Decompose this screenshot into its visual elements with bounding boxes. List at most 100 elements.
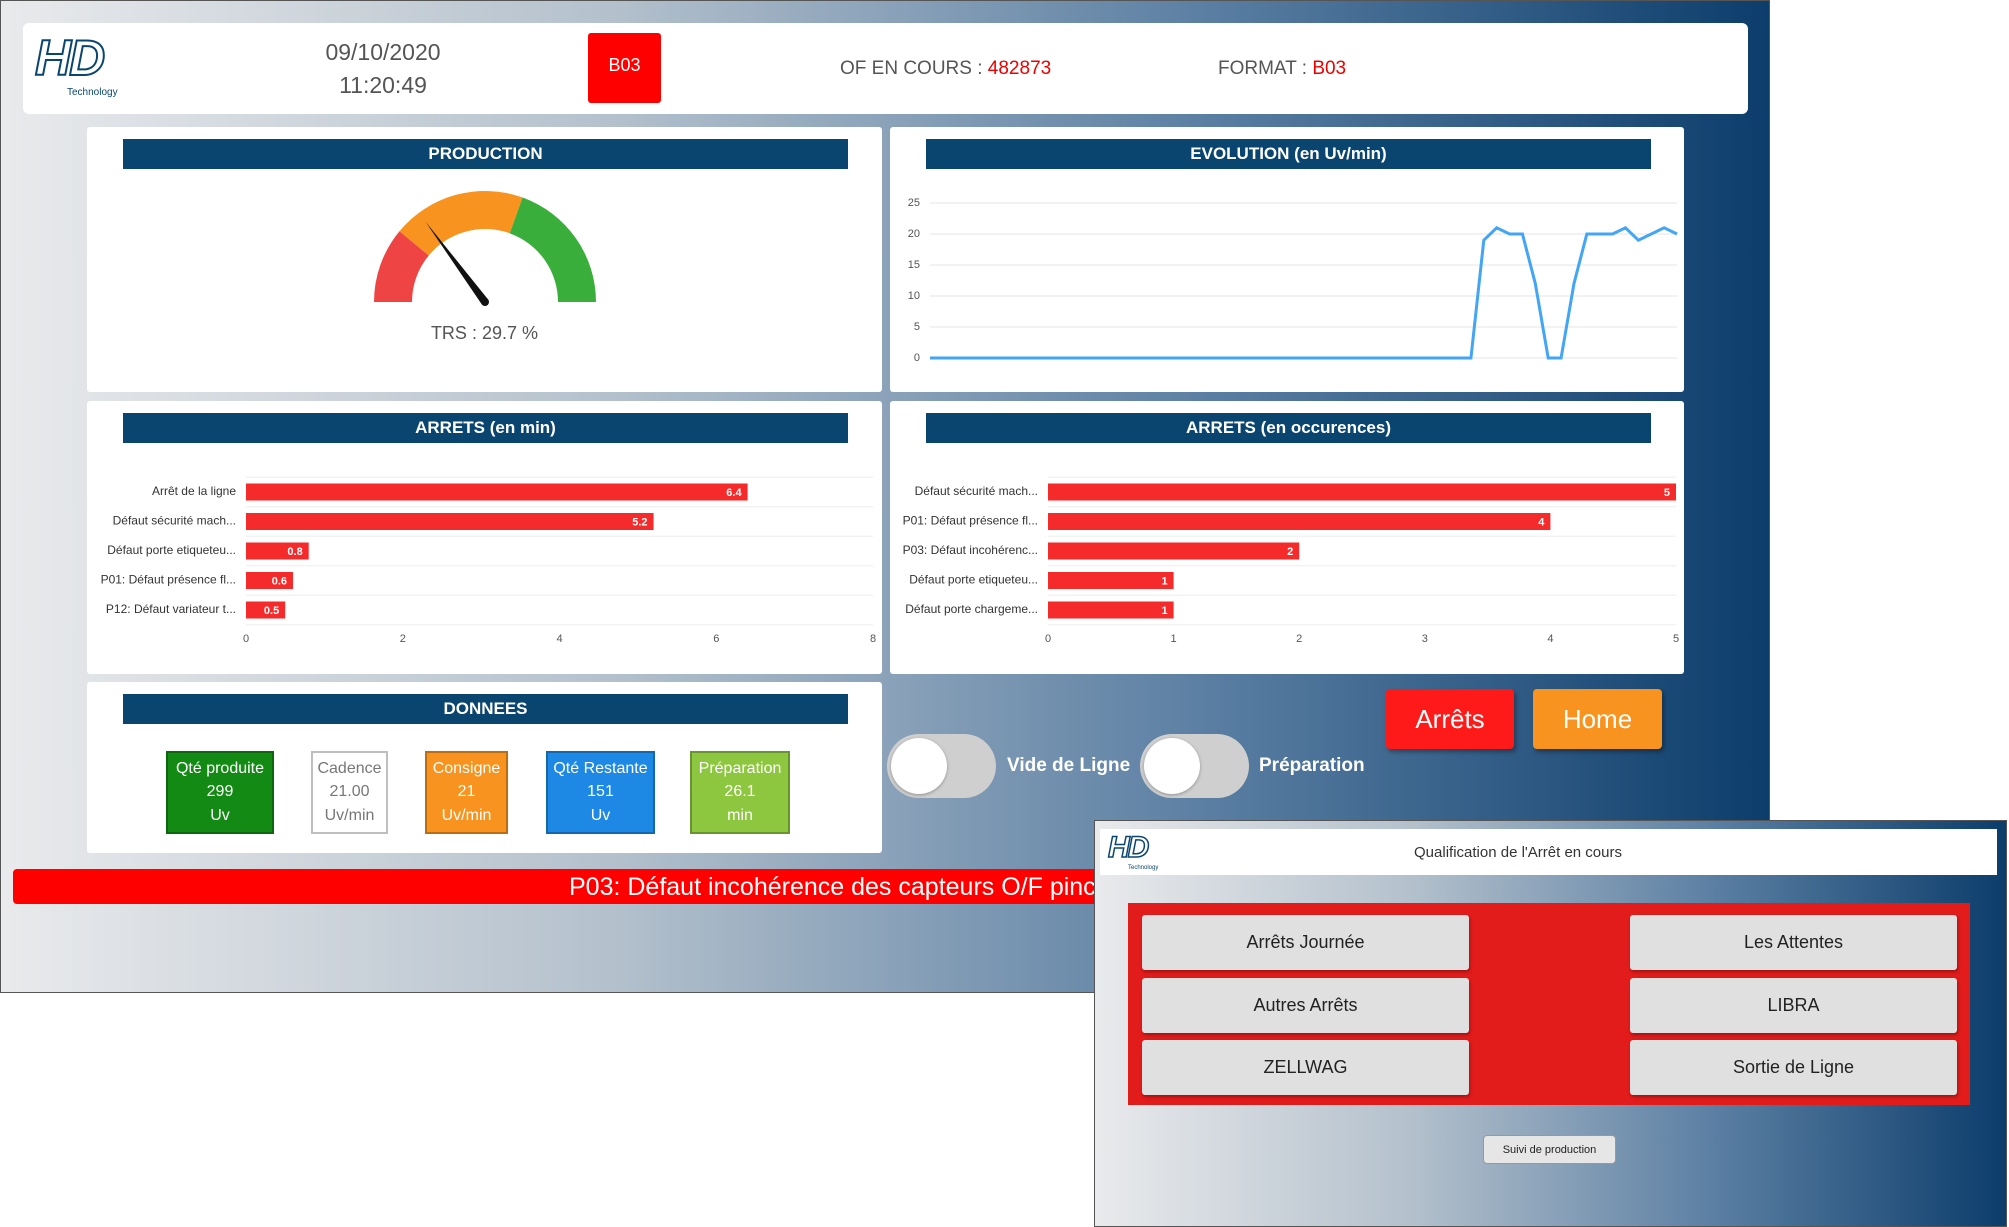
tile-value: 151 bbox=[587, 783, 614, 801]
value-label: 1 bbox=[1161, 575, 1167, 587]
value-label: 4 bbox=[1538, 516, 1545, 528]
home-button[interactable]: Home bbox=[1533, 689, 1662, 749]
arrets-occ-panel: 0 1 2 3 4 5 Défaut sécurité mach... 5 P01: Défau… bbox=[890, 401, 1684, 674]
x-tick-label: 5 bbox=[1673, 633, 1679, 645]
logo: HD bbox=[34, 29, 106, 87]
main-window: HD Technology 09/10/2020 11:20:49 B03 OF… bbox=[0, 0, 1770, 993]
dialog-button[interactable]: Sortie de Ligne bbox=[1630, 1040, 1957, 1095]
value-label: 1 bbox=[1161, 605, 1167, 617]
category-label: Défaut porte chargeme... bbox=[905, 602, 1038, 616]
of-value: 482873 bbox=[987, 58, 1052, 79]
tile-unit: Uv bbox=[210, 807, 230, 825]
category-label: Arrêt de la ligne bbox=[152, 484, 236, 498]
value-label: 5.2 bbox=[632, 516, 647, 528]
toggle[interactable] bbox=[1140, 734, 1249, 798]
y-tick-label: 10 bbox=[908, 290, 920, 302]
toggle[interactable] bbox=[887, 734, 996, 798]
line-series bbox=[930, 225, 1678, 360]
format-value: B03 bbox=[1312, 58, 1347, 79]
panel-title: PRODUCTION bbox=[123, 139, 848, 169]
tile-unit: Uv bbox=[590, 807, 611, 825]
toggle-label: Vide de Ligne bbox=[1007, 755, 1131, 776]
dialog-button[interactable]: LIBRA bbox=[1630, 977, 1957, 1033]
toggle-knob bbox=[891, 738, 947, 794]
alarm-text: P03: Défaut incohérence des capteurs O/F… bbox=[569, 873, 1096, 901]
bar bbox=[1048, 542, 1300, 560]
tile-value: 299 bbox=[206, 783, 234, 801]
trs-text: TRS : 29.7 % bbox=[87, 323, 882, 344]
of-info: OF EN COURS : 482873 bbox=[840, 58, 1051, 80]
panel-title: DONNEES bbox=[123, 694, 848, 724]
arrets-min-panel: 0 2 4 6 8 Arrêt de la ligne 6.4 Défaut sécurité… bbox=[87, 401, 882, 674]
arrets-button[interactable]: Arrêts bbox=[1386, 689, 1514, 749]
category-label: P12: Défaut variateur t... bbox=[106, 602, 236, 616]
value-label: 5 bbox=[1664, 487, 1670, 499]
dialog-button[interactable]: Les Attentes bbox=[1630, 915, 1957, 970]
donnees-panel: DONNEES Qté produite 299 Uv Cadence 21.00 Uv/… bbox=[87, 682, 882, 853]
panel-title: ARRETS (en min) bbox=[123, 413, 848, 443]
time: 11:20:49 bbox=[339, 72, 427, 98]
y-tick-label: 5 bbox=[914, 321, 920, 333]
bar bbox=[246, 483, 748, 501]
value-label: 0.5 bbox=[264, 605, 279, 617]
bar bbox=[246, 601, 286, 619]
category-label: P01: Défaut présence fl... bbox=[903, 514, 1038, 528]
x-tick-label: 2 bbox=[1296, 633, 1302, 645]
gauge-zone bbox=[399, 191, 523, 256]
category-label: P03: Défaut incohérenc... bbox=[903, 543, 1038, 557]
tile-label: Qté Restante bbox=[553, 759, 648, 777]
bar bbox=[1048, 513, 1551, 530]
category-label: Défaut sécurité mach... bbox=[113, 514, 236, 528]
footer-button[interactable]: Suivi de production bbox=[1483, 1135, 1616, 1164]
tile-value: 26.1 bbox=[724, 783, 756, 801]
category-label: Défaut porte etiqueteu... bbox=[107, 543, 236, 557]
data-tile: Cadence 21.00 Uv/min bbox=[311, 751, 388, 834]
x-tick-label: 2 bbox=[400, 633, 406, 645]
gauge-chart bbox=[374, 191, 596, 306]
x-tick-label: 6 bbox=[713, 633, 719, 645]
bar bbox=[246, 542, 309, 560]
tile-label: Qté produite bbox=[175, 759, 265, 777]
value-label: 0.6 bbox=[272, 575, 287, 587]
x-tick-label: 0 bbox=[243, 633, 249, 645]
tile-label: Cadence bbox=[317, 759, 382, 777]
tile-unit: Uv/min bbox=[324, 807, 375, 825]
badge: B03 bbox=[588, 33, 661, 103]
evolution-panel: 0 5 10 15 20 25 EVOLUTION (en Uv/min) bbox=[890, 127, 1684, 392]
production-panel: PRODUCTION TRS : 29.7 % bbox=[87, 127, 882, 392]
tile-label: Préparation bbox=[698, 759, 782, 777]
bar bbox=[1048, 601, 1174, 619]
gauge-zone bbox=[509, 197, 596, 302]
line-chart: 0 5 10 15 20 25 bbox=[908, 197, 1678, 364]
dialog-button[interactable]: ZELLWAG bbox=[1142, 1040, 1469, 1095]
x-tick-label: 1 bbox=[1171, 633, 1177, 645]
tile-label: Consigne bbox=[432, 759, 501, 777]
value-label: 2 bbox=[1287, 546, 1293, 558]
dialog-header: HD Technology Qualification de l'Arrêt e… bbox=[1100, 829, 1997, 875]
header: HD Technology 09/10/2020 11:20:49 B03 OF… bbox=[23, 23, 1748, 114]
format-label: FORMAT : bbox=[1218, 58, 1308, 79]
logo-sub: Technology bbox=[1128, 865, 1159, 871]
category-label: Défaut porte etiqueteu... bbox=[909, 573, 1038, 587]
tile-value: 21.00 bbox=[329, 783, 370, 801]
trs-unit: % bbox=[522, 323, 539, 343]
date: 09/10/2020 bbox=[325, 39, 441, 65]
panel-title: EVOLUTION (en Uv/min) bbox=[926, 139, 1651, 169]
gauge-needle bbox=[425, 221, 489, 305]
dialog-button[interactable]: Arrêts Journée bbox=[1142, 915, 1469, 970]
bar bbox=[1048, 483, 1676, 501]
x-tick-label: 8 bbox=[870, 633, 876, 645]
trs-value: 29.7 bbox=[481, 323, 518, 343]
panel-title: ARRETS (en occurences) bbox=[926, 413, 1651, 443]
bar-chart: 0 1 2 3 4 5 Défaut sécurité mach... 5 P01: Défau… bbox=[903, 476, 1679, 645]
x-tick-label: 4 bbox=[556, 633, 562, 645]
data-tile: Préparation 26.1 min bbox=[690, 751, 790, 834]
format-info: FORMAT : B03 bbox=[1218, 58, 1346, 80]
bar bbox=[246, 513, 654, 530]
y-tick-label: 15 bbox=[908, 259, 920, 271]
dialog-button[interactable]: Autres Arrêts bbox=[1142, 977, 1469, 1033]
toggle-knob bbox=[1144, 738, 1200, 794]
bar bbox=[246, 572, 294, 589]
value-label: 0.8 bbox=[287, 546, 302, 558]
gauge-zone bbox=[374, 231, 429, 302]
